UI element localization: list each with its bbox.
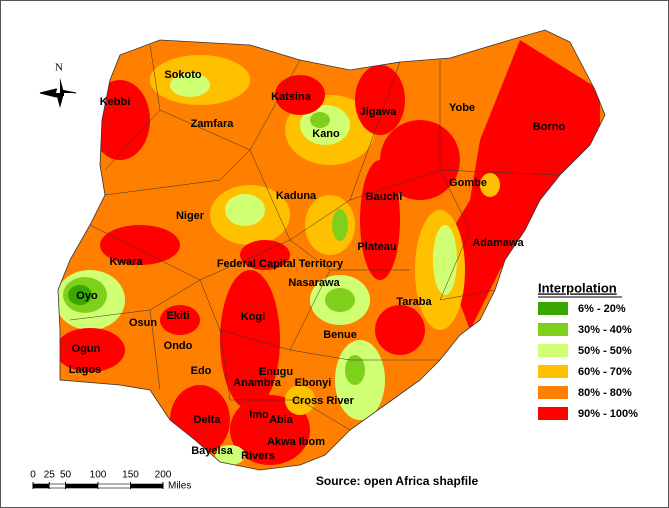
state-label: Adamawa (472, 237, 524, 249)
state-label: Abia (269, 414, 294, 426)
state-label: Gombe (449, 177, 487, 189)
legend-label: 60% - 70% (578, 366, 632, 378)
state-label: Kebbi (100, 96, 131, 108)
state-label: Oyo (76, 290, 98, 302)
scale-segment (130, 483, 164, 489)
state-label: Kogi (241, 311, 265, 323)
state-label: Imo (249, 409, 269, 421)
state-label: Ondo (164, 340, 193, 352)
country-outline (57, 29, 606, 471)
legend-label: 90% - 100% (578, 408, 638, 420)
legend-label: 30% - 40% (578, 324, 632, 336)
state-label: Edo (191, 365, 212, 377)
scale-segment (97, 483, 131, 489)
state-label: Sokoto (164, 69, 202, 81)
state-label: Benue (323, 329, 357, 341)
state-label: Bauchi (366, 191, 403, 203)
state-label: Rivers (241, 450, 275, 462)
state-label: Nasarawa (288, 277, 340, 289)
state-label: Ebonyi (295, 377, 332, 389)
legend-swatch (538, 365, 568, 378)
state-label: Katsina (271, 91, 312, 103)
scale-unit: Miles (168, 481, 191, 492)
state-label: Taraba (396, 296, 432, 308)
scale-segment (32, 483, 50, 489)
scale-tick-label: 200 (155, 470, 172, 481)
state-label: Yobe (449, 102, 475, 114)
state-label: Zamfara (191, 118, 235, 130)
state-label: Jigawa (360, 106, 398, 118)
scale-tick-label: 0 (30, 470, 36, 481)
scale-segment (65, 483, 99, 489)
state-label: Osun (129, 317, 157, 329)
state-label: Kano (312, 128, 340, 140)
state-label: Ekiti (166, 310, 189, 322)
state-label: Ogun (72, 343, 101, 355)
legend-title: Interpolation (538, 280, 617, 295)
scale-tick-label: 50 (60, 470, 72, 481)
legend-label: 80% - 80% (578, 387, 632, 399)
state-label: Akwa Ibom (267, 436, 325, 448)
state-label: Delta (194, 414, 222, 426)
north-arrow: N (39, 62, 77, 108)
legend-swatch (538, 344, 568, 357)
legend-label: 50% - 50% (578, 345, 632, 357)
legend-swatch (538, 407, 568, 420)
state-label: Kwara (109, 256, 143, 268)
state-label: Lagos (69, 364, 101, 376)
scale-tick-label: 25 (44, 470, 56, 481)
state-boundaries (69, 44, 561, 431)
state-label: Federal Capital Territory (217, 258, 344, 270)
state-label: Anambra (233, 377, 282, 389)
scale-segment (48, 483, 66, 489)
legend-swatch (538, 302, 568, 315)
state-label: Cross River (292, 395, 354, 407)
source-note: Source: open Africa shapfile (316, 474, 479, 488)
scale-tick-label: 100 (90, 470, 107, 481)
state-label: Bayelsa (191, 445, 233, 457)
state-label: Niger (176, 210, 205, 222)
state-label: Enugu (259, 366, 293, 378)
north-label: N (55, 62, 63, 74)
state-label: Plateau (357, 241, 396, 253)
legend-swatch (538, 386, 568, 399)
scale-tick-label: 150 (122, 470, 139, 481)
legend-swatch (538, 323, 568, 336)
legend-label: 6% - 20% (578, 303, 626, 315)
state-label: Borno (533, 121, 566, 133)
state-label: Kaduna (276, 190, 317, 202)
